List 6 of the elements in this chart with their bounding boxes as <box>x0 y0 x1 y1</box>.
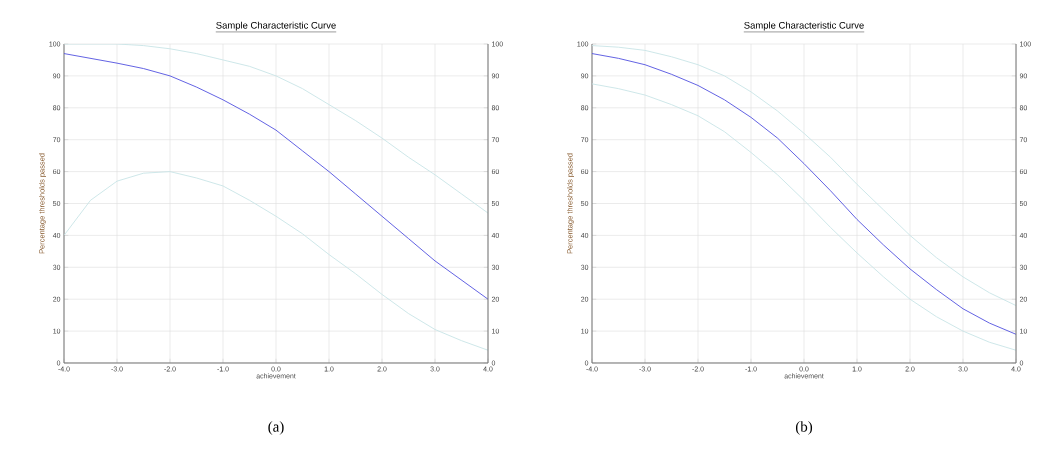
text: (b) <box>795 421 813 435</box>
line-series <box>592 83 1017 351</box>
chart-title: Sample Characteristic Curve <box>744 21 864 31</box>
text: (a) <box>268 421 284 435</box>
chart-title: Sample Characteristic Curve <box>216 21 336 31</box>
line-series <box>64 171 488 351</box>
